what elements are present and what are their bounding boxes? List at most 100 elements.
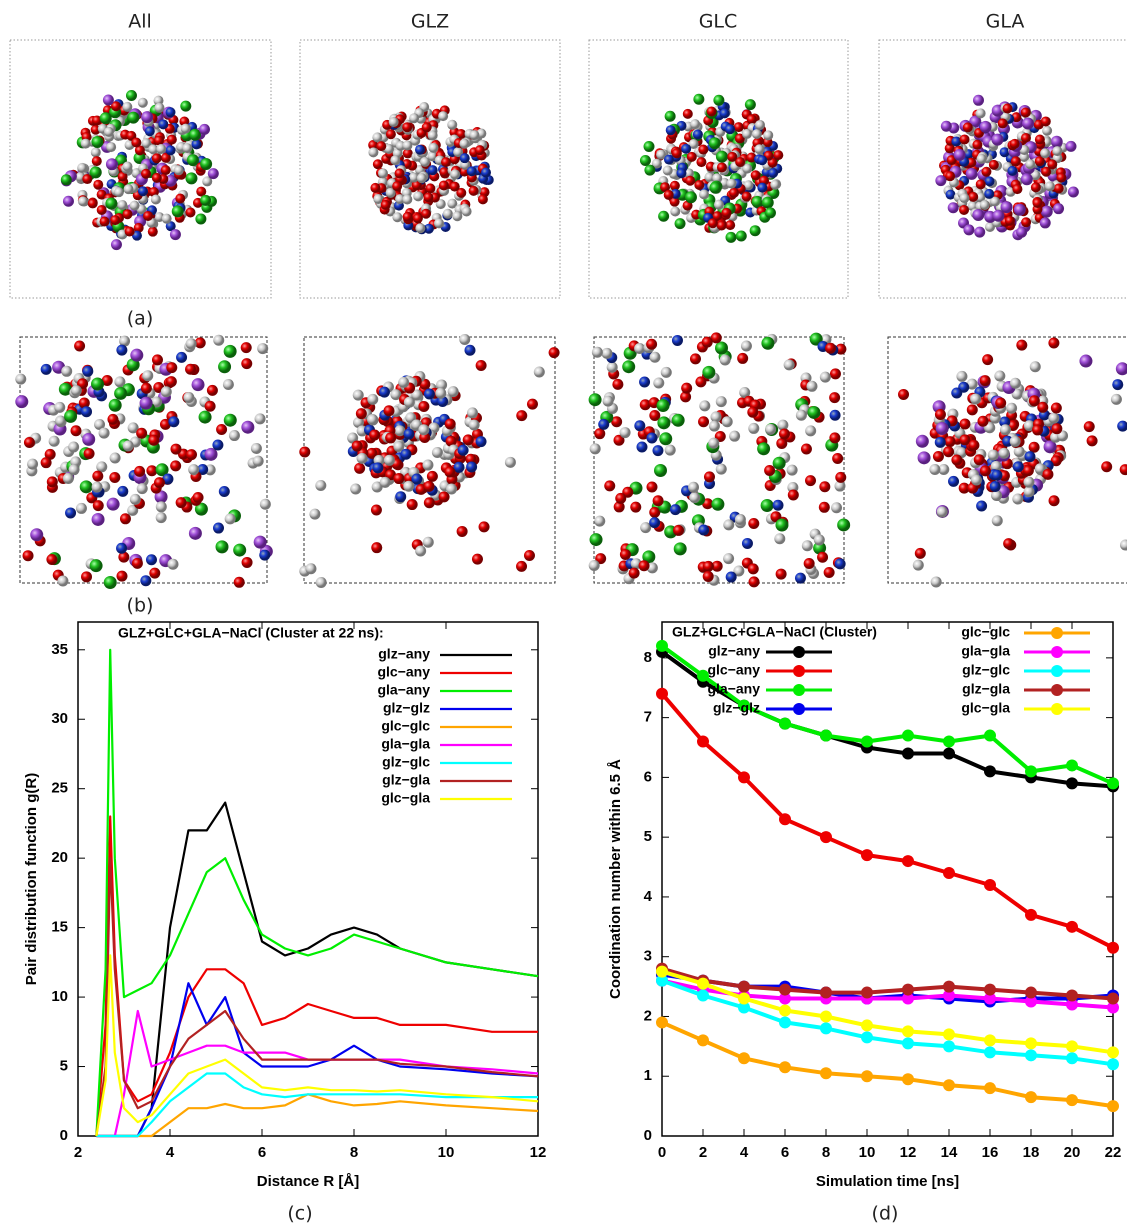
data-point [779,717,791,730]
atom [968,191,979,202]
atom [461,206,472,217]
y-tick-label: 0 [644,1127,652,1144]
atom [723,519,735,531]
atom [1040,205,1053,218]
atom [233,576,245,588]
atom [794,572,806,584]
data-point [820,729,832,742]
atom [139,396,153,410]
y-tick-label: 30 [51,710,68,727]
atom [433,218,444,229]
atom [136,427,148,439]
x-tick-label: 16 [982,1144,999,1161]
data-point [779,1004,791,1017]
atom [972,139,983,150]
atom [783,359,795,371]
legend-label: glc−glc [961,624,1010,640]
atom [1020,132,1031,143]
atom [523,549,535,561]
atom [1025,159,1036,170]
atom [388,117,399,128]
atom [44,448,56,460]
atom [956,370,968,382]
atom [817,551,829,563]
atom [611,416,623,428]
atom [516,560,528,572]
atom [354,462,366,474]
atom [153,135,164,146]
atom [185,207,196,218]
atom [475,359,487,371]
legend-label: glz−any [378,646,430,662]
data-point [1025,908,1037,921]
atom [105,197,118,210]
atom [689,353,701,365]
atom [257,343,269,355]
y-tick-label: 5 [60,1058,68,1075]
y-tick-label: 5 [644,828,652,845]
legend-swatch [1051,684,1063,696]
atom [151,396,163,408]
atom [422,536,434,548]
atom [315,577,327,589]
atom [402,194,413,205]
atom [709,181,722,194]
atom [372,462,384,474]
atom [966,404,978,416]
atom [715,463,727,475]
atom [165,145,176,156]
atom [233,543,247,557]
atom [829,432,841,444]
atom [150,194,161,205]
atom [708,137,721,150]
column-title: All [128,11,152,33]
atom [801,540,813,552]
atom [81,571,93,583]
atom [615,492,627,504]
atom [743,180,754,191]
ion [195,213,207,225]
atom [786,464,798,476]
atom [818,501,830,513]
atom [975,192,986,203]
atom [371,481,383,493]
atom [673,542,687,556]
atom [218,360,232,374]
atom [748,576,760,588]
atom [411,389,423,401]
atom [713,199,724,210]
atom [715,396,727,408]
atom [1010,156,1021,167]
atom [415,545,427,557]
atom [82,174,93,185]
data-point [1107,1046,1119,1059]
atom [435,199,446,210]
x-tick-label: 2 [74,1144,82,1161]
data-point [1066,1040,1078,1053]
atom [356,452,368,464]
data-point [738,1052,750,1065]
atom [188,464,200,476]
legend-label: glz−gla [962,681,1010,697]
atom [598,418,610,430]
atom [1023,486,1035,498]
ion [200,194,212,206]
y-tick-label: 6 [644,768,652,785]
atom [1041,166,1052,177]
atom [588,393,602,407]
atom [82,365,94,377]
atom [423,480,435,492]
atom [442,208,453,219]
atom [477,194,488,205]
data-point [1025,1091,1037,1104]
atom [134,465,146,477]
atom [459,333,471,345]
atom [379,476,391,488]
data-point [861,849,873,862]
atom [252,455,264,467]
atom [68,441,80,453]
frame [299,39,561,299]
atom [197,464,209,476]
atom [1101,461,1113,473]
atom [61,365,73,377]
